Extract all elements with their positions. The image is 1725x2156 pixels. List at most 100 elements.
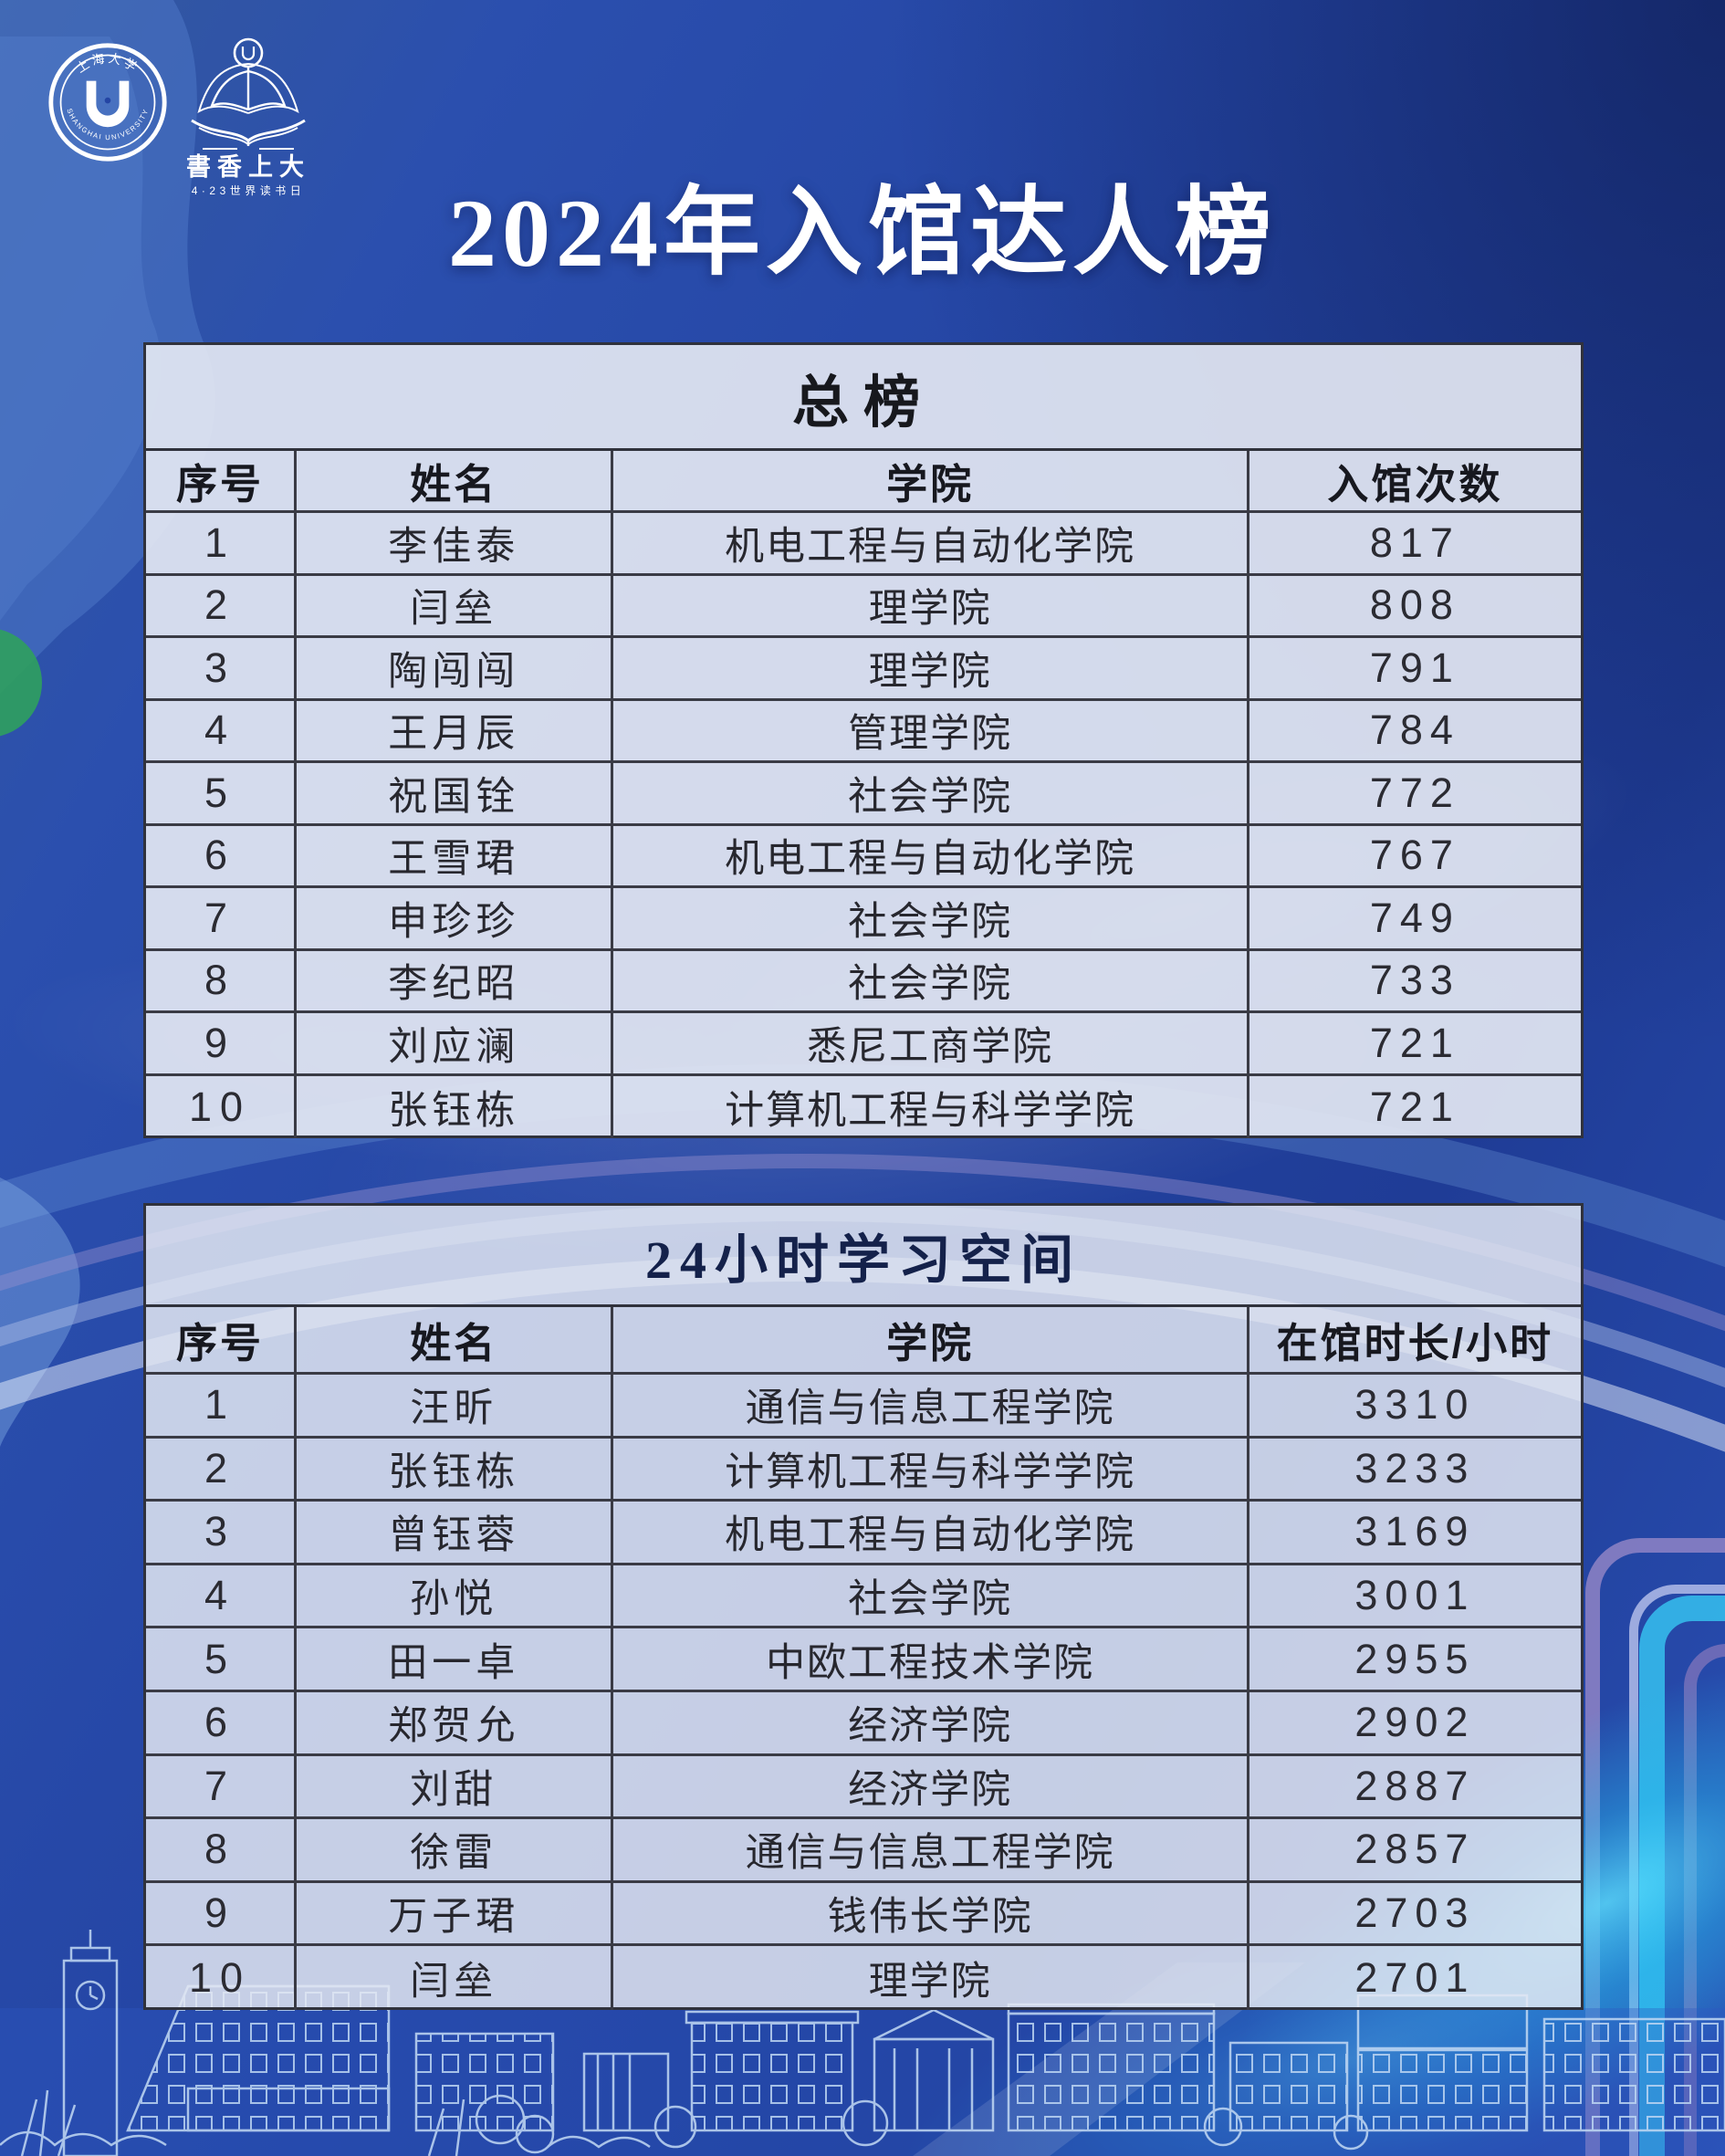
column-header-college: 学院 [613,451,1249,513]
cell-name: 闫垒 [297,575,614,638]
reading-festival-logo: 書香上大 4·23世界读书日 [186,37,310,197]
cell-hours: 3001 [1249,1565,1581,1629]
cell-college: 社会学院 [613,950,1249,1013]
cell-rank: 4 [146,700,298,763]
column-header-visits: 入馆次数 [1249,451,1581,513]
cell-college: 管理学院 [613,700,1249,763]
cell-hours: 2955 [1249,1628,1581,1692]
cell-name: 王雪珺 [297,825,614,888]
cell-visits: 767 [1249,826,1581,888]
cell-rank: 7 [146,1755,298,1820]
column-header-rank: 序号 [146,451,298,513]
cell-visits: 791 [1249,638,1581,701]
reading-logo-title: 書香上大 [186,153,310,181]
cell-rank: 9 [146,1882,298,1947]
cell-college: 理学院 [613,638,1249,701]
cell-college: 通信与信息工程学院 [613,1819,1249,1883]
cell-name: 万子珺 [297,1882,614,1947]
study-space-table-grid: 序号 姓名 学院 在馆时长/小时 1 汪昕 通信与信息工程学院 3310 2 张… [146,1307,1581,2010]
cell-hours: 2902 [1249,1692,1581,1756]
cell-rank: 10 [146,1075,298,1138]
cell-visits: 784 [1249,701,1581,763]
cell-rank: 2 [146,575,298,638]
study-space-table: 24小时学习空间 序号 姓名 学院 在馆时长/小时 1 汪昕 通信与信息工程学院… [143,1203,1584,2010]
cell-visits: 772 [1249,763,1581,826]
cell-college: 计算机工程与科学学院 [613,1075,1249,1138]
column-header-rank: 序号 [146,1307,298,1375]
column-header-name: 姓名 [297,1307,614,1375]
cell-hours: 2701 [1354,1954,1476,2002]
cell-rank: 4 [146,1565,298,1629]
cell-college: 悉尼工商学院 [613,1013,1249,1076]
reading-logo-subtitle: 4·23世界读书日 [192,184,306,197]
cell-college: 机电工程与自动化学院 [613,513,1249,576]
cell-name: 闫垒 [297,1946,614,2010]
cell-hours: 2887 [1249,1756,1581,1820]
cell-hours: 3310 [1249,1375,1581,1439]
cell-rank: 8 [146,950,298,1013]
cell-college: 计算机工程与科学学院 [613,1438,1249,1502]
cell-rank: 7 [146,888,298,951]
cell-name: 李佳泰 [297,513,614,576]
cell-college: 社会学院 [613,763,1249,826]
cell-rank: 8 [146,1819,298,1883]
cell-name: 张钰栋 [297,1075,614,1138]
cell-name: 祝国铨 [297,763,614,826]
cell-name: 王月辰 [297,700,614,763]
cell-rank: 1 [146,1375,298,1439]
cell-visits: 733 [1249,951,1581,1013]
cell-rank: 6 [146,825,298,888]
cell-college: 中欧工程技术学院 [613,1628,1249,1692]
cell-hours: 3233 [1249,1439,1581,1502]
cell-college: 机电工程与自动化学院 [613,825,1249,888]
cell-rank: 3 [146,638,298,701]
cell-college: 机电工程与自动化学院 [613,1502,1249,1565]
seal-u-emblem [86,80,130,128]
overall-table-grid: 序号 姓名 学院 入馆次数 1 李佳泰 机电工程与自动化学院 817 2 闫垒 … [146,451,1581,1138]
column-header-hours: 在馆时长/小时 [1249,1307,1581,1375]
cell-name: 孙悦 [297,1565,614,1629]
page-title: 2024年入馆达人榜 [448,180,1277,287]
cell-rank: 1 [146,513,298,576]
university-seal-logo: 上海大学 SHANGHAI UNIVERSITY [48,43,167,162]
overall-table-title: 总榜 [146,345,1581,451]
cell-name: 刘应澜 [297,1013,614,1076]
cell-college: 经济学院 [613,1691,1249,1756]
cell-name: 徐雷 [297,1819,614,1883]
cell-college: 理学院 [613,575,1249,638]
cell-name: 李纪昭 [297,950,614,1013]
cell-college: 理学院 [613,1946,1249,2010]
cell-rank: 3 [146,1502,298,1565]
cell-college: 钱伟长学院 [613,1882,1249,1947]
cell-hours: 2703 [1249,1883,1581,1947]
cell-rank: 2 [146,1438,298,1502]
overall-ranking-table: 总榜 序号 姓名 学院 入馆次数 1 李佳泰 机电工程与自动化学院 817 2 … [143,342,1584,1138]
cell-name: 汪昕 [297,1375,614,1439]
cell-name: 田一卓 [297,1628,614,1692]
cell-visits: 817 [1249,513,1581,576]
cell-college: 社会学院 [613,1565,1249,1629]
study-space-table-title: 24小时学习空间 [146,1206,1581,1307]
cell-name: 刘甜 [297,1755,614,1820]
column-header-college: 学院 [613,1307,1249,1375]
cell-name: 陶闯闯 [297,638,614,701]
cell-rank: 5 [146,1628,298,1692]
cell-name: 郑贺允 [297,1691,614,1756]
cell-visits: 721 [1249,1013,1581,1076]
cell-rank: 5 [146,763,298,826]
cell-name: 曾钰蓉 [297,1502,614,1565]
cell-college: 社会学院 [613,888,1249,951]
cell-college: 经济学院 [613,1755,1249,1820]
column-header-name: 姓名 [297,451,614,513]
cell-name: 申珍珍 [297,888,614,951]
cell-visits: 808 [1249,576,1581,638]
cell-hours: 2857 [1249,1819,1581,1883]
cell-visits: 749 [1249,888,1581,951]
cell-visits: 721 [1369,1083,1460,1130]
cell-rank: 6 [146,1691,298,1756]
cell-hours: 3169 [1249,1502,1581,1565]
cell-name: 张钰栋 [297,1438,614,1502]
campus-skyline-art [0,1930,1725,2156]
cell-rank: 10 [146,1946,298,2010]
